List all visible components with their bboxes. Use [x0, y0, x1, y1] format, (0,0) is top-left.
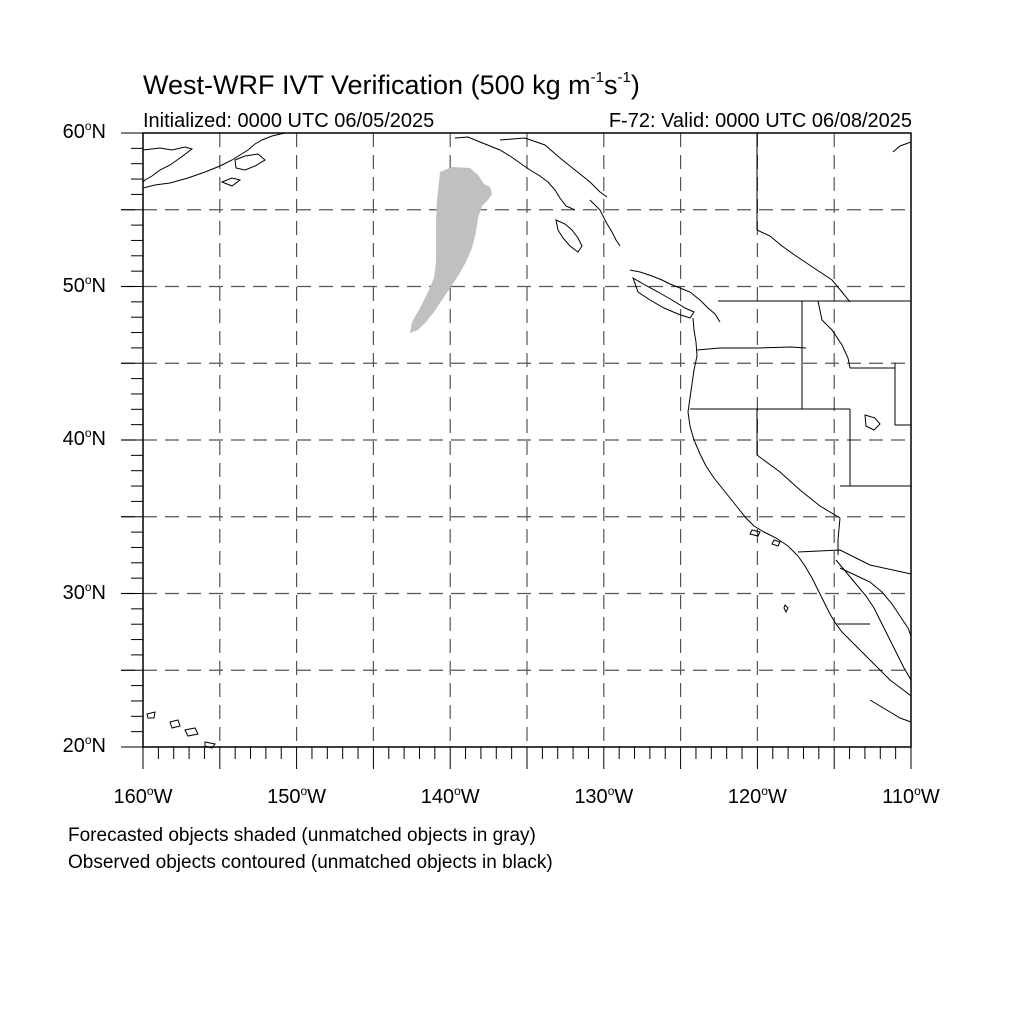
figure-title: West-WRF IVT Verification (500 kg m-1s-1… — [143, 69, 640, 100]
coastline-hawaii-4 — [204, 741, 216, 749]
legend-forecast: Forecasted objects shaded (unmatched obj… — [68, 825, 536, 846]
longitude-label: 160oW — [113, 784, 173, 808]
border-wy-west — [894, 363, 911, 426]
coastline-haida-gwaii — [555, 219, 583, 253]
coastline-baja-east — [835, 559, 912, 681]
coastline-hawaii-3 — [184, 727, 199, 737]
coastline-baja-west — [797, 555, 912, 697]
coastline-alaska-southwest — [142, 146, 194, 183]
latitude-label: 30oN — [62, 579, 106, 604]
coastline-river-canada — [756, 229, 851, 303]
coastline-channel-island — [749, 529, 761, 537]
axis-ticks — [121, 132, 912, 769]
map-grid — [121, 133, 911, 747]
forecast-ivt-object — [410, 167, 492, 333]
coastline-mexico-mainland — [839, 567, 912, 637]
legend-observed: Observed objects contoured (unmatched ob… — [68, 852, 553, 873]
coastlines — [142, 132, 912, 749]
coastline-hawaii-1 — [146, 711, 156, 719]
latitude-label: 50oN — [62, 272, 106, 297]
valid-time: F-72: Valid: 0000 UTC 06/08/2025 — [608, 110, 912, 132]
coastline-hawaii-2 — [169, 719, 181, 729]
coastline-vancouver-island — [632, 276, 695, 319]
longitude-label: 110oW — [882, 784, 940, 808]
political-borders — [690, 133, 912, 625]
border-wa-or — [696, 346, 807, 351]
latitude-label: 60oN — [62, 119, 106, 143]
coastline-guadalupe-island — [783, 604, 789, 614]
coastline-alaska-gulf — [454, 136, 576, 211]
coastline-kodiak — [234, 153, 266, 171]
longitude-label: 140oW — [420, 784, 480, 808]
coastline-us-west — [687, 317, 799, 557]
coastline-bc-north — [589, 199, 621, 247]
border-idaho-east — [817, 300, 851, 369]
longitude-label: 120oW — [727, 784, 787, 808]
longitude-label: 130oW — [574, 784, 634, 808]
coastline-channel-island-2 — [771, 539, 781, 547]
coastline-mexico-south — [869, 699, 912, 723]
coastline-northeast-corner — [892, 141, 912, 153]
border-us-mexico — [797, 549, 912, 575]
latitude-label: 40oN — [62, 426, 106, 450]
coastline-lake-tahoe — [864, 414, 881, 431]
coastline-bc — [629, 269, 721, 323]
latitude-label: 20oN — [62, 733, 106, 757]
border-az-ca — [837, 517, 841, 555]
initialized-time: Initialized: 0000 UTC 06/05/2025 — [143, 110, 435, 132]
coastline-alaska-peninsula — [142, 132, 286, 189]
longitude-label: 150oW — [267, 784, 327, 808]
coastline-aleutian-isle — [220, 177, 242, 187]
border-ca-nv — [756, 409, 841, 519]
coastline-alaska-panhandle — [499, 137, 608, 198]
